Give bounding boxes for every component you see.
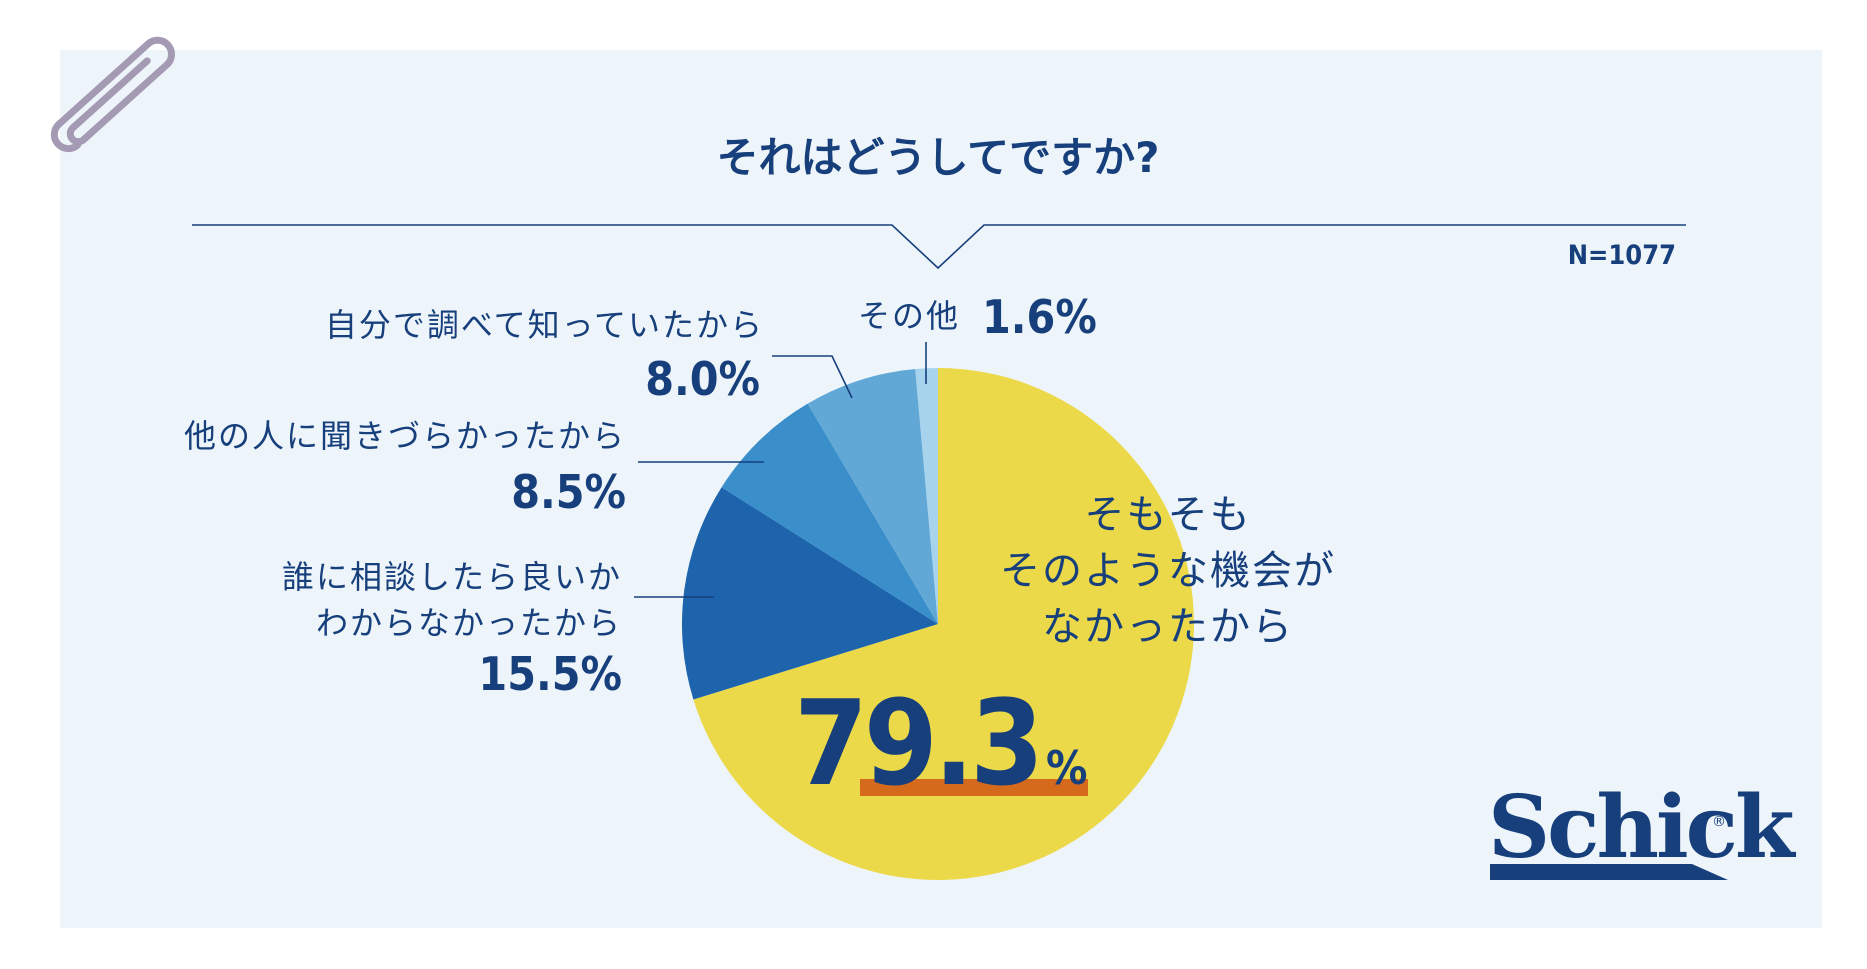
slice-3-leader: [772, 355, 853, 399]
slice-1-label-line-1: わからなかったから: [316, 604, 622, 642]
slice-0-label-line-1: そのような機会が: [1000, 548, 1336, 594]
title-divider: [192, 224, 1686, 270]
slice-1-value: 15.5%: [478, 647, 622, 701]
slice-1-label-line-0: 誰に相談したら良いか: [282, 558, 622, 596]
brand-registered-mark: ®: [1712, 814, 1726, 830]
schick-logo: Schick®: [1488, 777, 1800, 880]
slice-3-label-line-0: 自分で調べて知っていたから: [325, 306, 764, 344]
pie-slice-2: [721, 403, 938, 624]
value-underline: [860, 779, 1088, 796]
pie-slice-3: [807, 369, 938, 624]
brand-swoosh: [1490, 864, 1728, 880]
slice-3-value: 8.0%: [645, 352, 760, 406]
slice-2-label-line-0: 他の人に聞きづらかったから: [184, 417, 626, 455]
pie-slice-1: [682, 487, 938, 700]
slice-0-label-line-0: そもそも: [1084, 492, 1251, 538]
sample-size: N=1077: [1568, 240, 1676, 271]
slice-0-label-line-2: なかったから: [1042, 604, 1294, 650]
slice-4-label: その他: [858, 297, 960, 335]
paperclip-icon: [50, 36, 176, 153]
slice-0-unit: %: [1046, 741, 1087, 795]
pie-slice-0: [693, 368, 1195, 880]
brand-name: Schick: [1488, 777, 1797, 878]
slice-0-value: 79.3: [794, 674, 1040, 812]
chart-title: それはどうしてですか?: [716, 133, 1159, 182]
slice-2-value: 8.5%: [511, 465, 626, 519]
slice-4-value: 1.6%: [982, 290, 1097, 344]
pie-slice-4: [915, 368, 938, 624]
